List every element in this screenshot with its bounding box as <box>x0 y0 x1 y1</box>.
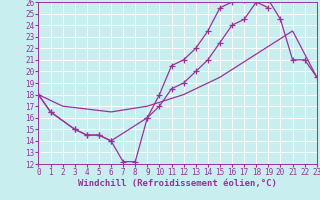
X-axis label: Windchill (Refroidissement éolien,°C): Windchill (Refroidissement éolien,°C) <box>78 179 277 188</box>
